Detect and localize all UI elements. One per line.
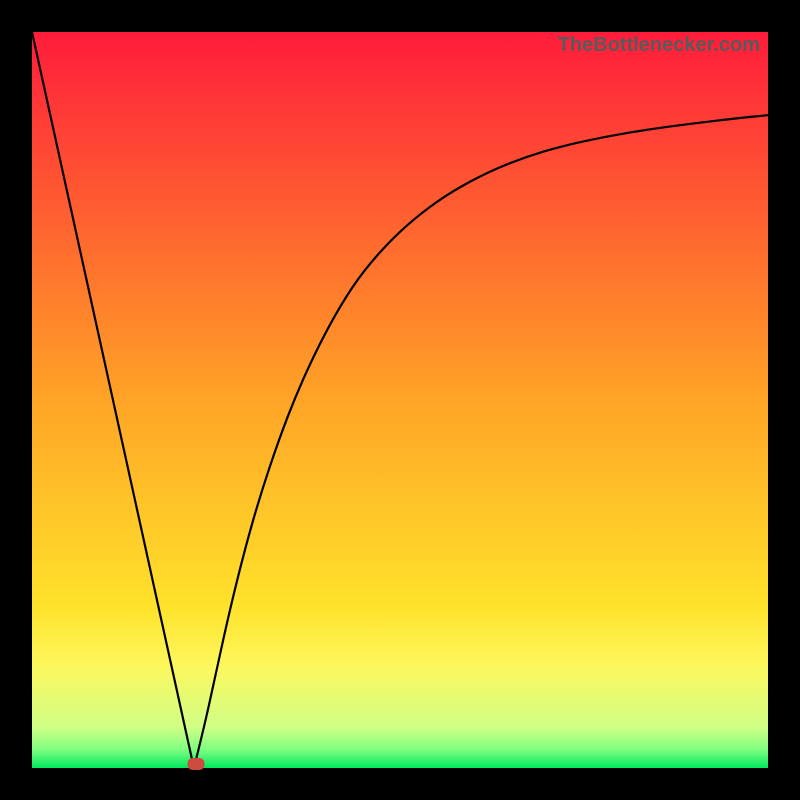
curve-layer xyxy=(32,32,768,768)
chart-frame: TheBottlenecker.com xyxy=(0,0,800,800)
watermark-text: TheBottlenecker.com xyxy=(558,34,760,57)
plot-area xyxy=(32,32,768,768)
bottleneck-curve xyxy=(32,32,768,768)
minimum-marker xyxy=(188,758,205,770)
